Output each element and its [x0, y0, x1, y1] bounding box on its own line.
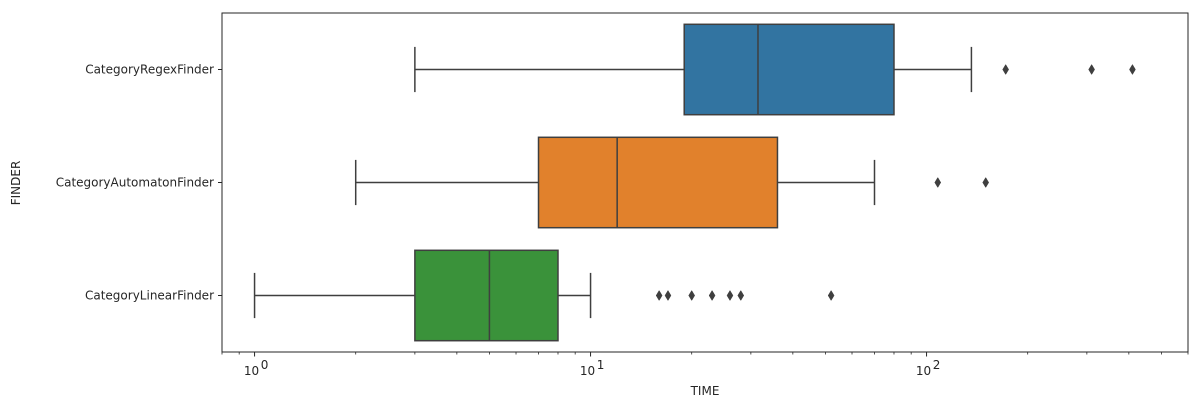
- outlier-point: [1129, 64, 1136, 75]
- outlier-point: [934, 177, 942, 188]
- x-axis-label: TIME: [690, 384, 720, 398]
- box-iqr: [537, 136, 779, 229]
- outlier-point: [726, 290, 734, 301]
- box-group-category-regex-finder: [414, 23, 1136, 116]
- y-tick-label: CategoryRegexFinder: [85, 63, 214, 77]
- box-group-category-linear-finder: [253, 249, 835, 342]
- boxes-layer: [253, 23, 1136, 342]
- y-tick-label: CategoryAutomatonFinder: [56, 176, 214, 190]
- x-tick-label: 10: [580, 364, 595, 378]
- x-tick-label: 10: [916, 364, 931, 378]
- x-tick-label-exponent: 1: [597, 358, 605, 372]
- outlier-point: [1002, 64, 1009, 75]
- box-group-category-automaton-finder: [354, 136, 990, 229]
- outlier-point: [708, 290, 716, 301]
- box-iqr: [683, 23, 895, 116]
- x-tick-label-exponent: 0: [261, 358, 269, 372]
- outlier-point: [827, 290, 835, 301]
- outlier-point: [1088, 64, 1095, 75]
- y-tick-label: CategoryLinearFinder: [85, 289, 214, 303]
- x-tick-label: 10: [244, 364, 259, 378]
- outlier-point: [737, 290, 745, 301]
- x-axis: 10 0 10 1 10 2: [221, 352, 1189, 378]
- box-iqr: [414, 249, 559, 342]
- outlier-point: [664, 290, 672, 301]
- outlier-point: [655, 290, 663, 301]
- y-axis: CategoryRegexFinder CategoryAutomatonFind…: [56, 63, 222, 303]
- outlier-point: [982, 177, 990, 188]
- x-tick-label-exponent: 2: [933, 358, 941, 372]
- outlier-point: [688, 290, 695, 301]
- y-axis-label: FINDER: [9, 161, 23, 206]
